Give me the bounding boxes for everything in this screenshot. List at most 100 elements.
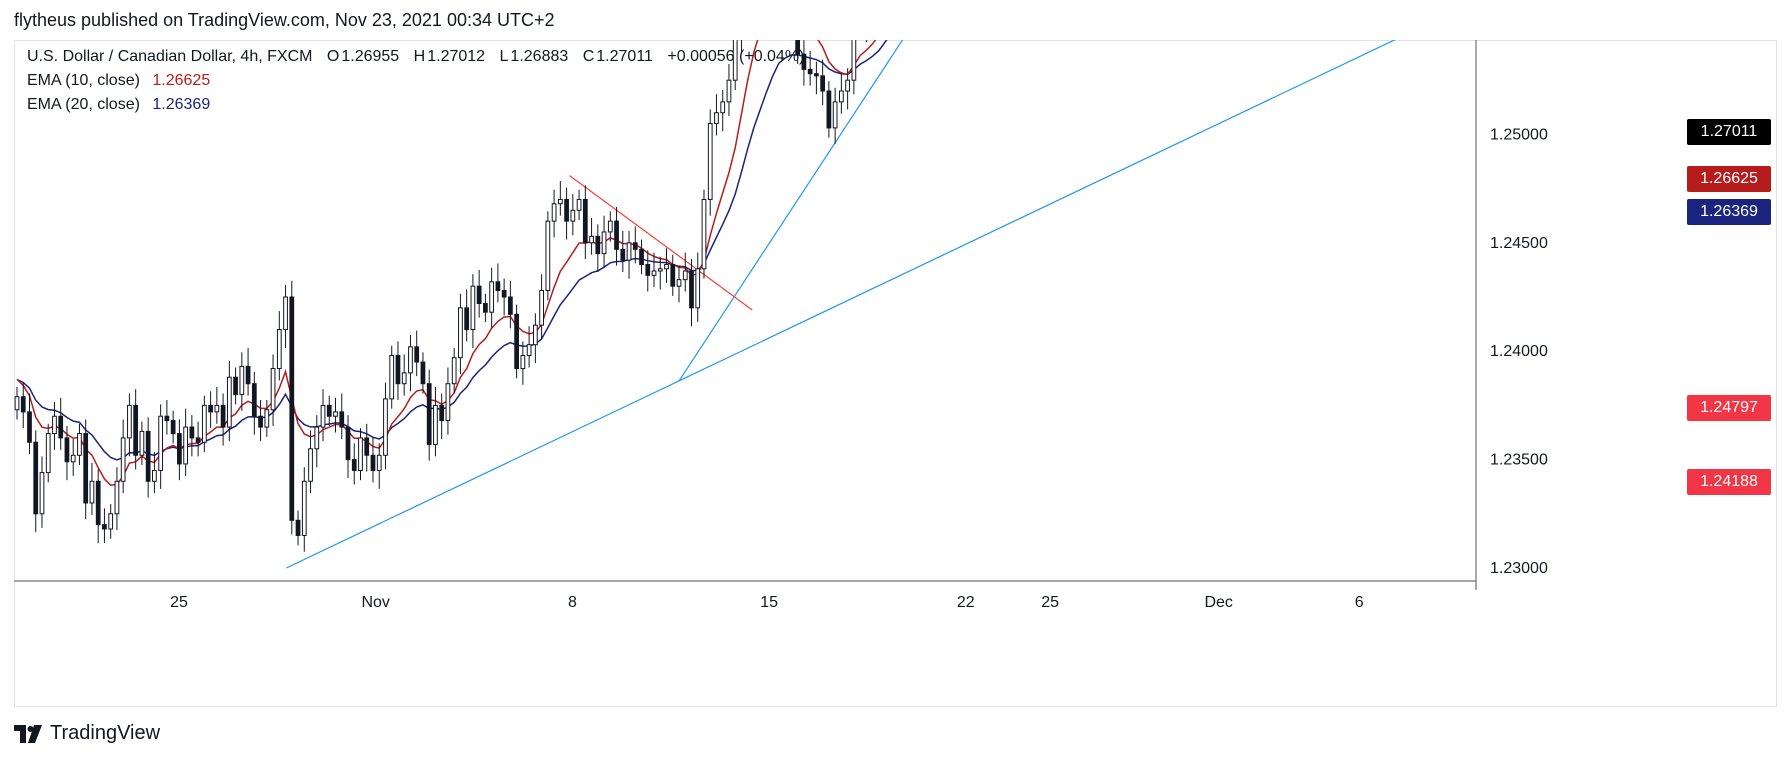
candle bbox=[839, 72, 844, 114]
candle bbox=[626, 230, 632, 279]
candle-body bbox=[339, 411, 345, 428]
candle bbox=[45, 423, 51, 483]
candle bbox=[570, 194, 576, 236]
candle-body bbox=[183, 426, 188, 465]
candle-body bbox=[495, 281, 501, 291]
candle-body bbox=[108, 513, 114, 530]
candle bbox=[458, 293, 463, 374]
price-tick-label: 1.23000 bbox=[1490, 560, 1548, 577]
candle-body bbox=[351, 459, 357, 471]
candle-body bbox=[620, 248, 626, 261]
candle-body bbox=[139, 430, 145, 456]
candle bbox=[364, 423, 370, 472]
candle bbox=[795, 40, 801, 64]
candle-body bbox=[532, 324, 538, 346]
candle bbox=[89, 462, 95, 515]
candle-body bbox=[270, 368, 276, 411]
candle bbox=[814, 61, 819, 95]
candle-body bbox=[345, 426, 351, 461]
candles[interactable] bbox=[14, 40, 1012, 552]
candle bbox=[308, 430, 313, 494]
candle bbox=[483, 293, 488, 322]
candle bbox=[582, 185, 588, 260]
time-tick-label: 25 bbox=[1041, 594, 1059, 611]
candle bbox=[557, 181, 563, 216]
candle-body bbox=[177, 433, 182, 465]
candle-body bbox=[52, 415, 57, 435]
candle bbox=[70, 439, 76, 476]
candle-body bbox=[189, 426, 195, 439]
ema10-legend[interactable]: EMA (10, close) 1.26625 bbox=[27, 72, 212, 90]
candle bbox=[395, 341, 401, 400]
candle bbox=[64, 425, 70, 481]
candle-body bbox=[364, 437, 370, 456]
tradingview-logo-text[interactable]: TradingView bbox=[50, 722, 161, 744]
candle bbox=[39, 456, 45, 528]
price-tick-label: 1.23500 bbox=[1490, 452, 1548, 469]
candle-body bbox=[245, 365, 251, 385]
candle bbox=[401, 354, 407, 396]
candle-body bbox=[720, 101, 726, 114]
trendline bbox=[286, 40, 1396, 569]
candle bbox=[120, 419, 126, 494]
candle bbox=[695, 252, 701, 322]
publisher-header: flytheus published on TradingView.com, N… bbox=[14, 10, 555, 30]
price-tick-label: 1.24000 bbox=[1490, 343, 1548, 360]
candle-body bbox=[626, 242, 632, 261]
candle-body bbox=[445, 383, 451, 422]
candle-body bbox=[476, 285, 482, 305]
chart-frame bbox=[14, 40, 1777, 707]
candle-body bbox=[164, 415, 170, 422]
price-tick-label: 1.24500 bbox=[1490, 235, 1548, 252]
candle bbox=[358, 428, 363, 481]
candle bbox=[201, 395, 207, 453]
candle-body bbox=[589, 235, 594, 244]
candle-body bbox=[489, 281, 495, 313]
candle-body bbox=[607, 220, 613, 233]
candle bbox=[295, 510, 301, 546]
tradingview-logo-icon[interactable] bbox=[14, 724, 44, 743]
candle bbox=[77, 423, 82, 466]
candle bbox=[501, 278, 507, 316]
candle-body bbox=[670, 263, 676, 287]
candle-body bbox=[845, 79, 850, 92]
candle-body bbox=[451, 357, 457, 385]
candle bbox=[270, 354, 276, 426]
ohlc-high-label: H bbox=[413, 48, 426, 65]
chart-canvas[interactable]: 1.230001.235001.240001.245001.250001.255… bbox=[14, 40, 1777, 707]
candle bbox=[464, 289, 470, 342]
candle-body bbox=[308, 448, 313, 482]
candle bbox=[651, 252, 657, 288]
candle-body bbox=[395, 355, 401, 385]
candle bbox=[177, 419, 182, 481]
candle-body bbox=[483, 303, 488, 313]
candle-body bbox=[145, 430, 151, 482]
candle-body bbox=[383, 398, 388, 456]
candle-body bbox=[645, 263, 651, 276]
ema20-legend[interactable]: EMA (20, close) 1.26369 bbox=[27, 96, 212, 114]
ohlc-open-value: 1.26955 bbox=[341, 48, 400, 65]
candle-body bbox=[470, 285, 476, 331]
candle-body bbox=[301, 480, 307, 536]
candle bbox=[339, 393, 345, 440]
symbol-legend[interactable]: U.S. Dollar / Canadian Dollar, 4h, FXCM … bbox=[27, 48, 806, 66]
candle bbox=[20, 382, 26, 429]
candle bbox=[333, 397, 338, 433]
candle bbox=[445, 367, 451, 435]
candle bbox=[439, 393, 445, 440]
candle bbox=[114, 467, 120, 531]
candle-body bbox=[732, 40, 738, 81]
candle-body bbox=[58, 415, 64, 439]
candle bbox=[320, 389, 326, 442]
candle bbox=[14, 386, 20, 420]
candle-body bbox=[526, 344, 532, 357]
candle bbox=[595, 224, 601, 273]
candle-body bbox=[458, 307, 463, 359]
candle-body bbox=[370, 454, 376, 471]
candle bbox=[326, 395, 332, 426]
candle-body bbox=[239, 365, 245, 396]
candle-body bbox=[127, 404, 132, 439]
candle bbox=[376, 443, 382, 489]
candle-body bbox=[433, 404, 438, 445]
trendlines[interactable] bbox=[286, 40, 1478, 569]
